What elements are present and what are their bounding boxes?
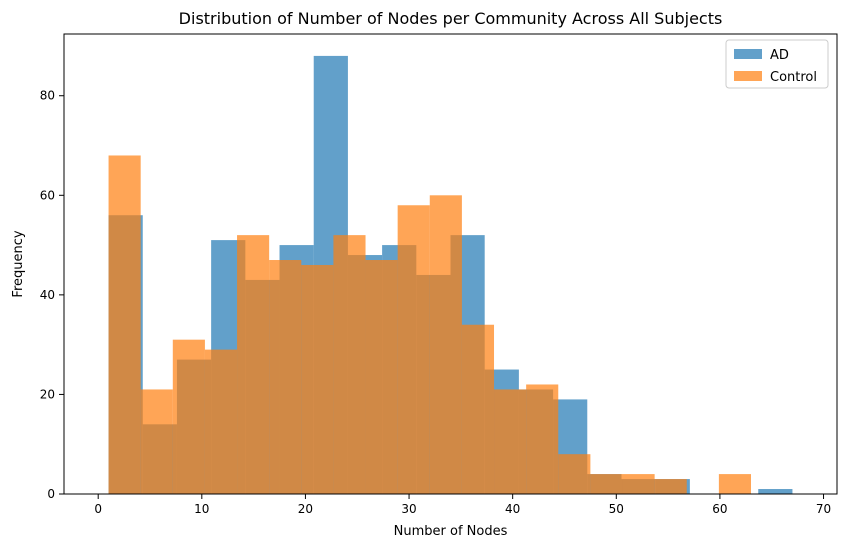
bar-control-5 bbox=[269, 260, 302, 494]
y-tick-label-20: 20 bbox=[40, 387, 55, 401]
bar-control-9 bbox=[397, 205, 430, 494]
legend-label-control: Control bbox=[770, 70, 817, 85]
x-tick-label-40: 40 bbox=[505, 502, 520, 516]
bar-control-19 bbox=[718, 474, 751, 494]
bar-control-11 bbox=[461, 324, 495, 494]
bar-control-2 bbox=[172, 339, 205, 494]
y-axis-label: Frequency bbox=[11, 230, 26, 297]
x-tick-label-20: 20 bbox=[298, 502, 313, 516]
y-tick-label-60: 60 bbox=[40, 188, 55, 202]
bar-control-12 bbox=[494, 389, 527, 494]
bar-control-14 bbox=[558, 454, 591, 494]
bar-control-1 bbox=[140, 389, 173, 494]
bar-ad-19 bbox=[758, 489, 793, 494]
bar-control-13 bbox=[526, 384, 559, 494]
x-tick-label-60: 60 bbox=[712, 502, 727, 516]
chart-title: Distribution of Number of Nodes per Comm… bbox=[179, 9, 723, 28]
legend-swatch-ad bbox=[734, 49, 762, 59]
bar-control-6 bbox=[301, 264, 334, 494]
bar-control-17 bbox=[654, 479, 687, 494]
bar-control-3 bbox=[204, 349, 238, 494]
x-tick-label-10: 10 bbox=[194, 502, 209, 516]
y-axis-ticks: 0 20 40 60 80 bbox=[40, 89, 64, 501]
y-tick-label-0: 0 bbox=[47, 487, 55, 501]
x-tick-label-50: 50 bbox=[609, 502, 624, 516]
x-axis-ticks: 0 10 20 30 40 50 60 70 bbox=[94, 494, 831, 516]
bar-control-4 bbox=[237, 235, 270, 494]
legend: AD Control bbox=[725, 39, 829, 89]
legend-swatch-control bbox=[734, 71, 762, 81]
bar-control-10 bbox=[429, 195, 462, 494]
bar-control-16 bbox=[622, 474, 655, 494]
plot-area-frame bbox=[63, 33, 838, 495]
bar-control-8 bbox=[365, 260, 398, 494]
bar-control-0 bbox=[108, 155, 141, 494]
bar-control-7 bbox=[333, 235, 366, 494]
y-tick-label-80: 80 bbox=[40, 89, 55, 103]
x-axis-label: Number of Nodes bbox=[394, 524, 508, 539]
x-tick-label-0: 0 bbox=[94, 502, 102, 516]
series-control-bars bbox=[108, 155, 751, 494]
x-tick-label-70: 70 bbox=[816, 502, 831, 516]
x-tick-label-30: 30 bbox=[401, 502, 416, 516]
legend-label-ad: AD bbox=[770, 48, 789, 63]
y-tick-label-40: 40 bbox=[40, 288, 55, 302]
bar-control-15 bbox=[590, 474, 623, 494]
